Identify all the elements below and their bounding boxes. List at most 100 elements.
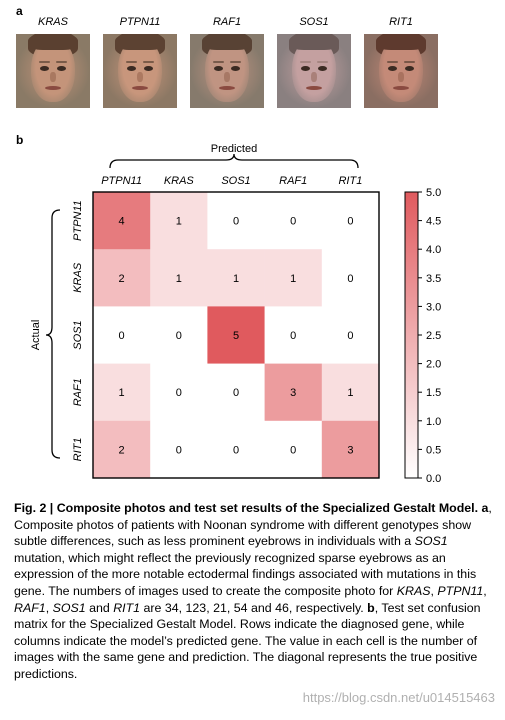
colorbar-tick-label: 3.5 bbox=[426, 273, 441, 285]
heatmap-cell bbox=[264, 249, 323, 307]
face-label-rit1: RIT1 bbox=[389, 16, 413, 28]
cell-value-label: 5 bbox=[233, 330, 239, 342]
heatmap-cell bbox=[93, 192, 151, 250]
colorbar-tick-label: 5.0 bbox=[426, 187, 441, 199]
cell-value-label: 1 bbox=[119, 387, 125, 399]
heatmap-cell bbox=[321, 192, 380, 250]
heatmap-cell bbox=[93, 420, 151, 479]
cell-value-label: 2 bbox=[119, 273, 125, 285]
colorbar-tick-label: 0.0 bbox=[426, 473, 441, 485]
caption-sep: and bbox=[85, 600, 114, 615]
composite-face-raf1 bbox=[190, 34, 264, 108]
heatmap-cell bbox=[150, 363, 208, 422]
column-label-rit1: RIT1 bbox=[338, 175, 362, 187]
heatmap-cell bbox=[321, 420, 380, 479]
caption-text-a2: mutation, which might reflect the previo… bbox=[14, 550, 477, 598]
composite-face-rit1 bbox=[364, 34, 438, 108]
cell-value-label: 1 bbox=[176, 273, 182, 285]
composite-face-ptpn11 bbox=[103, 34, 177, 108]
row-label-rit1: RIT1 bbox=[72, 437, 84, 461]
caption-figure-label: Fig. 2 | Composite photos and test set r… bbox=[14, 501, 479, 515]
x-axis-bracket bbox=[109, 153, 359, 169]
matrix-frame bbox=[92, 191, 380, 479]
cell-value-label: 0 bbox=[233, 444, 239, 456]
confusion-matrix-chart: Predicted PTPN11 KRAS SOS1 RAF1 RIT1 Actual PTP… bbox=[30, 143, 441, 485]
column-label-ptpn11: PTPN11 bbox=[101, 175, 142, 187]
cell-value-label: 0 bbox=[119, 330, 125, 342]
y-axis-label: Actual bbox=[30, 320, 42, 351]
face-label-raf1: RAF1 bbox=[212, 16, 242, 28]
heatmap-cell bbox=[321, 306, 380, 364]
row-label-ptpn11: PTPN11 bbox=[72, 200, 84, 241]
colorbar-tick-label: 3.0 bbox=[426, 301, 441, 313]
figure-caption: Fig. 2 | Composite photos and test set r… bbox=[14, 500, 498, 683]
caption-gene-rit1: RIT1 bbox=[113, 600, 141, 615]
heatmap-cell bbox=[264, 420, 323, 479]
heatmap-cell bbox=[264, 192, 323, 250]
panel-a-letter: a bbox=[16, 4, 23, 18]
cell-value-label: 1 bbox=[176, 216, 182, 228]
y-axis-bracket bbox=[45, 209, 61, 459]
cell-value-label: 0 bbox=[290, 330, 296, 342]
cell-value-label: 0 bbox=[347, 216, 353, 228]
caption-text-a3: are 34, 123, 21, 54 and 46, respectively… bbox=[140, 600, 368, 615]
cell-value-label: 0 bbox=[233, 387, 239, 399]
colorbar-tick-label: 0.5 bbox=[426, 444, 441, 456]
cell-value-label: 1 bbox=[290, 273, 296, 285]
caption-gene-sos1: SOS1 bbox=[414, 534, 448, 549]
heatmap-cell bbox=[150, 249, 208, 307]
composite-face-kras bbox=[16, 34, 90, 108]
column-label-kras: KRAS bbox=[164, 175, 195, 187]
cell-value-label: 1 bbox=[347, 387, 353, 399]
row-label-sos1: SOS1 bbox=[72, 320, 84, 349]
caption-sep: , bbox=[430, 583, 438, 598]
colorbar-tick-label: 1.5 bbox=[426, 387, 441, 399]
caption-gene-kras: KRAS bbox=[396, 583, 431, 598]
heatmap-cell bbox=[264, 306, 323, 364]
cell-value-label: 4 bbox=[119, 216, 125, 228]
heatmap-cell bbox=[150, 192, 208, 250]
caption-sep: , bbox=[45, 600, 53, 615]
caption-sep: , bbox=[483, 583, 487, 598]
heatmap-cell bbox=[150, 420, 208, 479]
cell-value-label: 0 bbox=[176, 330, 182, 342]
row-label-kras: KRAS bbox=[72, 262, 84, 293]
cell-value-label: 0 bbox=[347, 273, 353, 285]
caption-gene-sos1: SOS1 bbox=[52, 600, 86, 615]
row-label-raf1: RAF1 bbox=[72, 378, 84, 406]
heatmap-cell bbox=[321, 363, 380, 422]
heatmap-cell bbox=[207, 249, 265, 307]
heatmap-cell bbox=[93, 249, 151, 307]
face-label-kras: KRAS bbox=[38, 16, 68, 28]
cell-value-label: 3 bbox=[347, 444, 353, 456]
face-label-ptpn11: PTPN11 bbox=[119, 16, 161, 28]
cell-value-label: 0 bbox=[290, 444, 296, 456]
heatmap-cell bbox=[207, 420, 265, 479]
face-label-sos1: SOS1 bbox=[299, 16, 329, 28]
colorbar-tick-label: 4.0 bbox=[426, 244, 441, 256]
colorbar-tick-label: 4.5 bbox=[426, 216, 441, 228]
heatmap-cell bbox=[93, 363, 151, 422]
caption-gene-raf1: RAF1 bbox=[14, 600, 46, 615]
cell-value-label: 0 bbox=[176, 444, 182, 456]
colorbar-tick-label: 1.0 bbox=[426, 416, 441, 428]
panel-b-letter: b bbox=[16, 133, 24, 147]
cell-value-label: 1 bbox=[233, 273, 239, 285]
heatmap-cell bbox=[207, 192, 265, 250]
heatmap-cell bbox=[207, 363, 265, 422]
heatmap-cell bbox=[93, 306, 151, 364]
column-label-sos1: SOS1 bbox=[221, 175, 250, 187]
cell-value-label: 0 bbox=[176, 387, 182, 399]
caption-b-label: b bbox=[367, 600, 375, 615]
cell-value-label: 2 bbox=[119, 444, 125, 456]
caption-gene-ptpn11: PTPN11 bbox=[437, 583, 484, 598]
composite-face-sos1 bbox=[277, 34, 351, 108]
cell-value-label: 3 bbox=[290, 387, 296, 399]
cell-value-label: 0 bbox=[290, 216, 296, 228]
heatmap-cell bbox=[321, 249, 380, 307]
colorbar-tick-label: 2.0 bbox=[426, 359, 441, 371]
colorbar bbox=[404, 191, 419, 479]
heatmap-cell bbox=[207, 306, 265, 364]
colorbar-tick-label: 2.5 bbox=[426, 330, 441, 342]
watermark: https://blog.csdn.net/u014515463 bbox=[302, 690, 495, 705]
